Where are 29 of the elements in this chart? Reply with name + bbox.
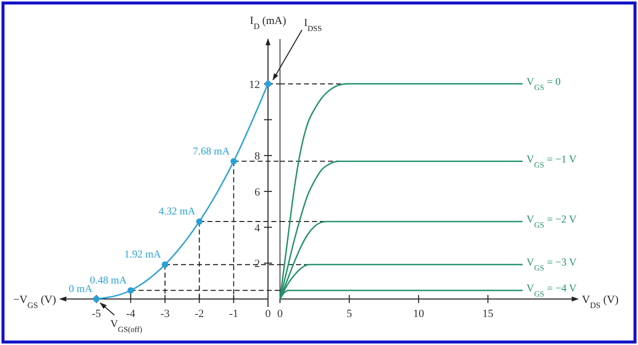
y-tick-label: 4 bbox=[254, 222, 260, 234]
annotation: V$_{GS(off)}$ bbox=[110, 319, 143, 334]
x-axis-title: V$_{DS}$ (V) bbox=[582, 294, 619, 310]
y-tick-label: 12 bbox=[249, 78, 260, 91]
y-tick-label: 8 bbox=[254, 150, 260, 163]
x-tick-label: 10 bbox=[413, 308, 425, 320]
annotation: I$_{DSS}$ bbox=[304, 18, 322, 32]
x-tick-label: -4 bbox=[126, 308, 136, 320]
series-label: V$_{GS}$ = −2 V bbox=[526, 214, 577, 230]
y-axis-title: I$_{D}$ (mA) bbox=[250, 15, 286, 30]
x-tick-label: 0 bbox=[265, 308, 272, 320]
series-label: V$_{GS}$ = 0 bbox=[526, 76, 561, 92]
x-tick-label: 0 bbox=[277, 308, 284, 320]
data-label: 0 mA bbox=[68, 284, 93, 295]
data-label: 0.48 mA bbox=[90, 275, 128, 286]
series-label: V$_{GS}$ = −1 V bbox=[526, 154, 577, 169]
x-tick-label: -3 bbox=[160, 308, 170, 320]
y-tick-label: 6 bbox=[254, 186, 260, 198]
x-tick-label: -5 bbox=[92, 308, 102, 320]
data-label: 1.92 mA bbox=[124, 250, 162, 261]
x-tick-label: 5 bbox=[346, 308, 353, 320]
x-tick-label: 15 bbox=[482, 308, 494, 320]
data-label: 4.32 mA bbox=[158, 206, 196, 218]
data-label: 7.68 mA bbox=[192, 146, 230, 158]
series-label: V$_{GS}$ = −3 V bbox=[526, 258, 577, 272]
x-tick-label: -2 bbox=[194, 308, 204, 320]
x-axis-title: −V$_{GS}$ (V) bbox=[13, 294, 56, 310]
x-tick-label: -1 bbox=[229, 308, 238, 320]
series-label: V$_{GS}$ = −4 V bbox=[526, 283, 577, 298]
